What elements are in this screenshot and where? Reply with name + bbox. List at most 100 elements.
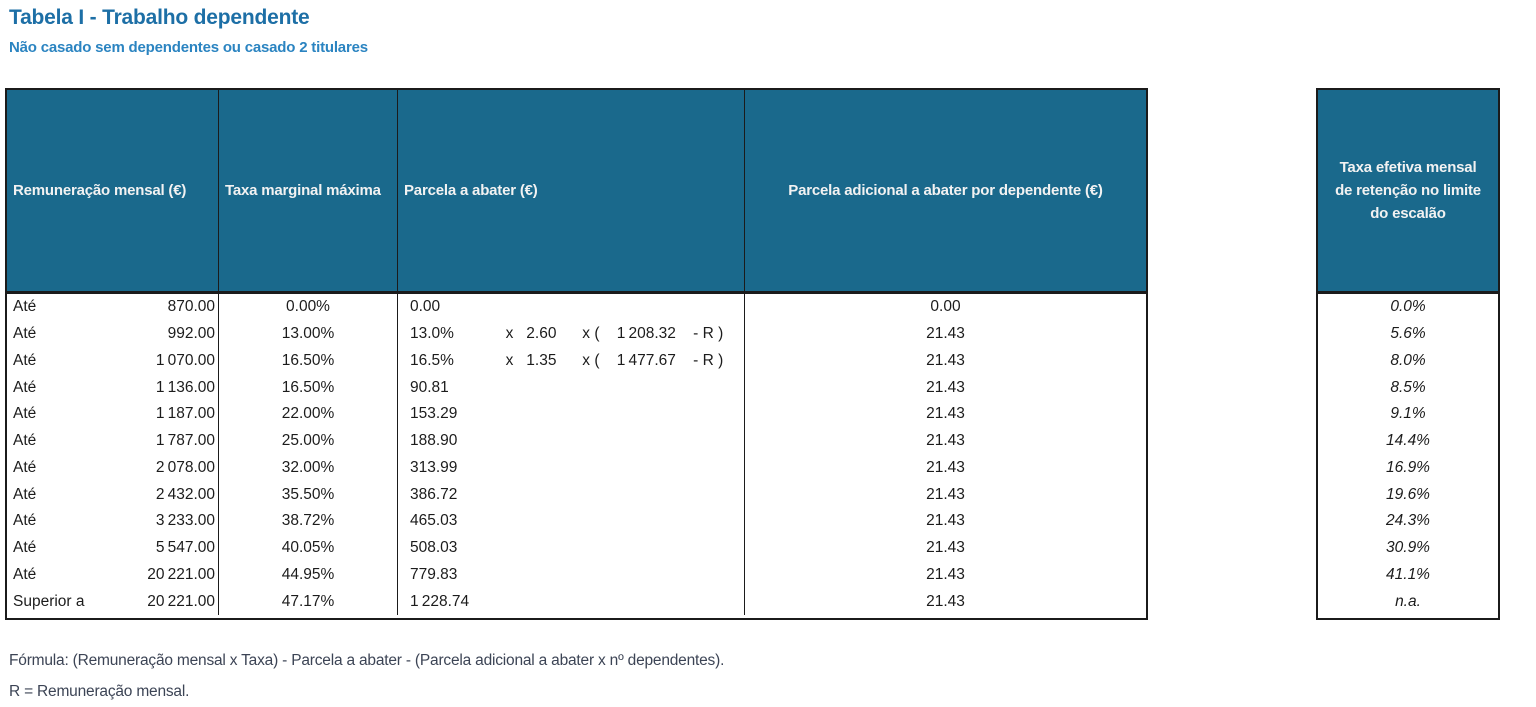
withholding-table: Remuneração mensal (€) Taxa marginal máx… [5,88,1148,620]
remuneracao-cell: Superior a 20 221.00 [7,588,219,615]
table-row: Até 870.00 0.00% 0.00 0.00 [7,294,1146,321]
table-row: Até 20 221.00 44.95% 779.83 21.43 [7,561,1146,589]
parcela-abater-cell: 508.03 [398,534,745,562]
bracket-amount: 20 221.00 [147,565,215,583]
taxa-marginal-cell: 13.00% [219,320,398,348]
parcela-abater-cell: 16.5% x 1.35 x ( 1 477.67 - R ) [398,347,745,375]
remuneracao-cell: Até 1 136.00 [7,374,219,401]
parcela-adicional-cell: 21.43 [926,565,965,583]
bracket-prefix: Até [13,378,37,396]
effective-rate-table-body: 0.0% 5.6% 8.0% 8.5% 9.1% 14.4% 16.9% 19.… [1318,294,1498,615]
parcela-adicional-cell: 21.43 [926,325,965,343]
taxa-marginal-cell: 16.50% [219,347,398,375]
parcela-abater-cell: 1 228.74 [398,588,745,615]
page-subtitle: Não casado sem dependentes ou casado 2 t… [9,39,368,56]
taxa-marginal-cell: 25.00% [219,427,398,455]
taxa-marginal-cell: 32.00% [219,454,398,482]
table-row: Até 3 233.00 38.72% 465.03 21.43 [7,508,1146,535]
withholding-table-header: Remuneração mensal (€) Taxa marginal máx… [7,90,1146,294]
taxa-marginal-cell: 38.72% [219,508,398,535]
taxa-efetiva-cell: 24.3% [1386,512,1430,530]
taxa-efetiva-cell: 5.6% [1390,325,1426,343]
table-row: Até 1 070.00 16.50% 16.5% x 1.35 x ( 1 47… [7,347,1146,375]
taxa-efetiva-cell: 16.9% [1386,458,1430,476]
column-header-remuneracao: Remuneração mensal (€) [7,90,219,291]
bracket-amount: 20 221.00 [147,592,215,610]
taxa-efetiva-cell: 8.5% [1390,378,1426,396]
remuneracao-cell: Até 870.00 [7,294,219,321]
remuneracao-cell: Até 1 787.00 [7,427,219,455]
bracket-prefix: Superior a [13,592,85,610]
table-row: Até 1 136.00 16.50% 90.81 21.43 [7,374,1146,401]
table-row: Até 5 547.00 40.05% 508.03 21.43 [7,534,1146,562]
parcela-adicional-cell: 21.43 [926,458,965,476]
remuneracao-cell: Até 1 070.00 [7,347,219,375]
bracket-amount: 870.00 [167,298,215,316]
taxa-efetiva-cell: 41.1% [1386,565,1430,583]
bracket-prefix: Até [13,325,37,343]
remuneracao-cell: Até 5 547.00 [7,534,219,562]
taxa-marginal-cell: 16.50% [219,374,398,401]
parcela-abater-cell: 13.0% x 2.60 x ( 1 208.32 - R ) [398,320,745,348]
bracket-amount: 2 078.00 [155,458,215,476]
page-title: Tabela I - Trabalho dependente [9,6,310,29]
bracket-prefix: Até [13,565,37,583]
bracket-prefix: Até [13,458,37,476]
table-row: Até 2 078.00 32.00% 313.99 21.43 [7,454,1146,482]
parcela-adicional-cell: 21.43 [926,539,965,557]
remuneracao-cell: Até 3 233.00 [7,508,219,535]
taxa-marginal-cell: 47.17% [219,588,398,615]
bracket-prefix: Até [13,351,37,369]
column-header-taxa-marginal: Taxa marginal máxima [219,90,398,291]
bracket-amount: 1 070.00 [155,351,215,369]
parcela-adicional-cell: 21.43 [926,512,965,530]
parcela-abater-cell: 188.90 [398,427,745,455]
bracket-amount: 3 233.00 [155,512,215,530]
table-row: Superior a 20 221.00 47.17% 1 228.74 21.4… [7,588,1146,615]
remuneracao-cell: Até 1 187.00 [7,401,219,428]
parcela-adicional-cell: 21.43 [926,351,965,369]
column-header-parcela-adicional: Parcela adicional a abater por dependent… [788,182,1103,199]
parcela-abater-cell: 465.03 [398,508,745,535]
effective-rate-table: Taxa efetiva mensal de retenção no limit… [1316,88,1500,620]
bracket-prefix: Até [13,539,37,557]
taxa-efetiva-cell: 9.1% [1390,405,1426,423]
table-row: Até 1 787.00 25.00% 188.90 21.43 [7,427,1146,455]
taxa-efetiva-cell: 0.0% [1390,298,1426,316]
parcela-adicional-cell: 21.43 [926,432,965,450]
parcela-adicional-cell: 0.00 [930,298,961,316]
taxa-marginal-cell: 0.00% [219,294,398,321]
taxa-efetiva-cell: 19.6% [1386,485,1430,503]
taxa-efetiva-cell: 14.4% [1386,432,1430,450]
parcela-adicional-cell: 21.43 [926,405,965,423]
bracket-prefix: Até [13,512,37,530]
bracket-amount: 1 187.00 [155,405,215,423]
remuneracao-cell: Até 20 221.00 [7,561,219,589]
parcela-abater-cell: 90.81 [398,374,745,401]
parcela-adicional-cell: 21.43 [926,378,965,396]
parcela-abater-cell: 386.72 [398,481,745,508]
taxa-marginal-cell: 35.50% [219,481,398,508]
remuneracao-cell: Até 992.00 [7,320,219,348]
parcela-abater-cell: 313.99 [398,454,745,482]
bracket-amount: 1 136.00 [155,378,215,396]
r-definition-note: R = Remuneração mensal. [9,683,190,700]
taxa-efetiva-cell: 8.0% [1390,351,1426,369]
table-row: Até 2 432.00 35.50% 386.72 21.43 [7,481,1146,508]
remuneracao-cell: Até 2 078.00 [7,454,219,482]
taxa-efetiva-cell: n.a. [1395,592,1421,610]
bracket-amount: 1 787.00 [155,432,215,450]
taxa-marginal-cell: 44.95% [219,561,398,589]
parcela-adicional-cell: 21.43 [926,592,965,610]
bracket-prefix: Até [13,405,37,423]
bracket-amount: 2 432.00 [155,485,215,503]
taxa-efetiva-cell: 30.9% [1386,539,1430,557]
column-header-parcela-abater: Parcela a abater (€) [398,90,745,291]
column-header-taxa-efetiva: Taxa efetiva mensal de retenção no limit… [1318,90,1498,294]
bracket-amount: 992.00 [167,325,215,343]
taxa-marginal-cell: 22.00% [219,401,398,428]
bracket-prefix: Até [13,485,37,503]
parcela-adicional-cell: 21.43 [926,485,965,503]
formula-note: Fórmula: (Remuneração mensal x Taxa) - P… [9,652,725,669]
parcela-abater-cell: 0.00 [398,294,745,321]
